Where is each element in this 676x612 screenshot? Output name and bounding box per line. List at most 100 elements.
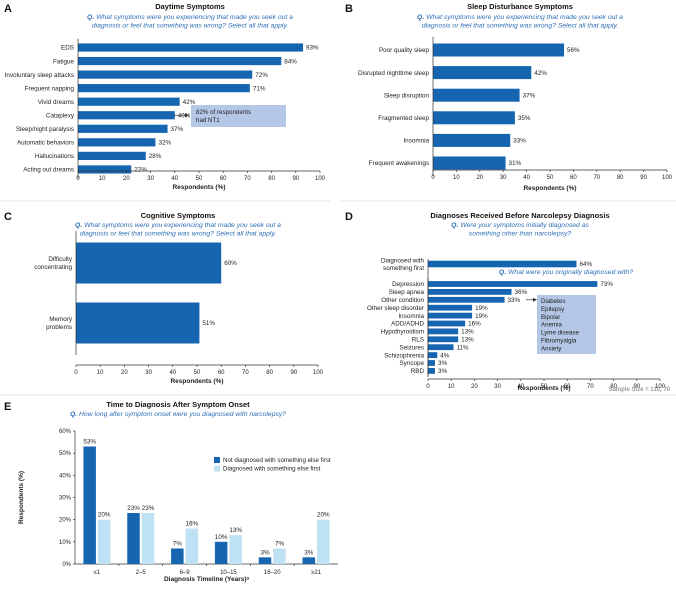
bar [428,296,505,303]
question-prefix: Q. [87,14,96,21]
x-tick-label: 90 [633,384,640,390]
category-label: Seizures [400,344,425,351]
x-tick-label: 80 [617,175,624,181]
bar-not-diagnosed-first [214,541,228,564]
category-label: Sleep apnea [389,289,425,296]
bar-not-diagnosed-first [171,548,184,564]
y-axis-label: Respondents (%) [18,471,25,524]
legend-swatch [214,457,220,463]
bar [428,289,512,295]
panel-title: Time to Diagnosis After Symptom Onset [106,400,250,409]
other-condition-item: Diabetes [541,298,565,305]
other-condition-item: Anxiety [541,345,562,352]
bar-value-label: 93% [306,45,319,52]
category-label: Difficulty [48,256,73,263]
bar-value-label: 19% [475,313,488,320]
bar-value-label: 42% [534,70,547,77]
bar [78,165,132,174]
bar [433,156,506,170]
x-tick-label: 0 [76,176,80,182]
bar-diagnosed-first [97,519,111,564]
panel-letter: D [345,211,353,223]
category-label: RLS [412,337,424,344]
bar-value-label: 4% [440,352,450,359]
x-tick-label: 40 [171,176,178,182]
legend-label: Not diagnosed with something else first [223,457,331,464]
bar-value-label: 35% [518,115,531,122]
x-tick-label: 90 [292,176,299,182]
y-tick-label: 50% [59,451,72,457]
bar [428,352,438,358]
question-prefix: Q. [451,222,460,229]
bar-value-label: 7% [173,540,183,547]
question-line: What were you originally diagnosed with? [508,269,633,276]
bar [433,133,511,147]
bar-value-label: 37% [523,92,536,99]
question-line: Were your symptoms initially diagnosed a… [460,222,589,229]
legend-label: Diagnosed with something else first [223,466,321,473]
y-tick-label: 60% [59,429,72,435]
x-tick-label: 0 [426,384,430,390]
panel-letter: E [4,401,11,413]
question-text: Q. What symptoms were you experiencing t… [75,222,281,229]
bar-diagnosed-first [229,535,242,564]
category-label: Involuntary sleep attacks [5,72,74,79]
panel-title: Sleep Disturbance Symptoms [467,2,573,11]
bar [78,124,168,133]
x-tick-label: 10 [97,370,104,376]
other-conditions-box [537,295,596,354]
panel-sleep-disturbance-symptoms: B Sleep Disturbance Symptoms Q. What sympt… [345,2,673,192]
category-label: Insomnia [403,138,429,145]
question-line: something other than narcolepsy? [469,231,572,238]
bar [433,88,520,102]
callout-arrowhead [533,297,537,302]
bar-value-label: 10% [215,534,228,541]
x-tick-label: 6–9 [180,570,191,576]
x-tick-label: 20 [123,176,130,182]
category-label: Hallucinations [35,153,74,160]
bar-diagnosed-first [273,548,286,564]
x-tick-label: 10 [453,175,460,181]
category-label: Automatic behaviors [17,140,74,147]
category-label: EDS [61,45,74,52]
x-axis-label: Respondents (%) [172,184,225,191]
question-prefix: Q. [417,14,426,21]
category-label: problems [46,324,72,331]
bar [433,66,532,80]
x-tick-label: 80 [268,176,275,182]
x-tick-label: 0 [74,370,78,376]
bar [78,97,180,106]
x-tick-label: 100 [662,175,673,181]
x-tick-label: 100 [655,384,666,390]
category-label: Sleep/night paralysis [16,126,74,133]
x-tick-label: 100 [315,176,326,182]
y-tick-label: 20% [59,518,72,524]
x-tick-label: 90 [290,370,297,376]
category-label: Poor quality sleep [379,47,430,54]
x-tick-label: 30 [147,176,154,182]
x-tick-label: 60 [220,176,227,182]
bar-value-label: 53% [83,439,96,446]
panel-title: Diagnoses Received Before Narcolepsy Dia… [430,211,609,220]
x-tick-label: 80 [266,370,273,376]
category-label: Other sleep disorder [367,305,424,312]
bar-value-label: 56% [567,47,580,54]
x-tick-label: 20 [121,370,128,376]
question-text: diagnosis or feel that something was wro… [92,23,288,30]
bar [76,242,222,284]
question-line: What symptoms were you experiencing that… [96,14,293,21]
category-label: Depression [392,281,424,288]
x-tick-label: 10 [448,384,455,390]
callout-text: had NT1 [196,117,220,124]
question-prefix: Q. [70,411,79,418]
bar [433,43,565,57]
question-2-text: Q. What were you originally diagnosed wi… [499,269,633,276]
category-label: Diagnosed with [381,258,425,265]
question-line: diagnosis or feel that something was wro… [422,23,618,30]
bar-value-label: 23% [127,505,140,512]
x-tick-label: 10–15 [220,570,237,576]
category-label: concentrating [34,264,72,271]
category-label: Insomnia [398,313,424,320]
panel-daytime-symptoms: A Daytime Symptoms Q. What symptoms were y… [4,2,326,191]
